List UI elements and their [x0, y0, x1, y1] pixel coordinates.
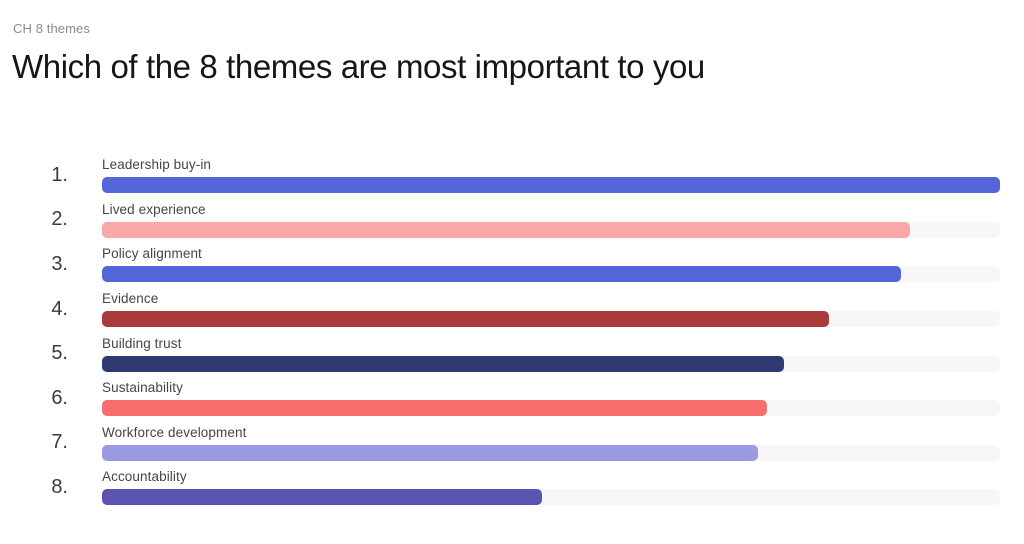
- rank-number: 5.: [51, 342, 68, 365]
- bar-label: Policy alignment: [102, 246, 202, 262]
- rank-number: 2.: [51, 208, 68, 231]
- bar-track: [102, 355, 1000, 372]
- bar-track: [102, 444, 1000, 461]
- ranking-row-content: Sustainability: [102, 380, 1000, 417]
- bar-track: [102, 489, 1000, 506]
- bar-label: Sustainability: [102, 380, 183, 396]
- bar-label: Building trust: [102, 335, 182, 351]
- rank-number: 3.: [51, 252, 68, 275]
- ranking-chart: 1. Leadership buy-in 2. Lived experience…: [0, 153, 1000, 510]
- ranking-row-content: Policy alignment: [102, 246, 1000, 283]
- bar-label: Leadership buy-in: [102, 157, 212, 173]
- bar-fill: [102, 221, 911, 238]
- bar-fill: [102, 444, 758, 461]
- rank-number: 6.: [51, 386, 68, 409]
- bar-label: Lived experience: [102, 201, 206, 217]
- ranking-row: 2. Lived experience: [0, 198, 1000, 243]
- ranking-row: 4. Evidence: [0, 287, 1000, 332]
- bar-track: [102, 177, 1000, 194]
- bar-fill: [102, 177, 1000, 194]
- bar-fill: [102, 489, 543, 506]
- ranking-row-content: Evidence: [102, 291, 1000, 328]
- ranking-row-content: Building trust: [102, 336, 1000, 372]
- ranking-row-content: Leadership buy-in: [102, 157, 1000, 194]
- ranking-row-content: Accountability: [102, 469, 1000, 506]
- bar-label: Evidence: [102, 291, 159, 307]
- bar-track: [102, 221, 1000, 238]
- bar-fill: [102, 266, 902, 283]
- bar-label: Workforce development: [102, 424, 247, 440]
- ranking-row: 6. Sustainability: [0, 376, 1000, 421]
- ranking-row-content: Workforce development: [102, 425, 1000, 461]
- rank-number: 7.: [51, 431, 68, 454]
- rank-number: 4.: [51, 297, 68, 320]
- ranking-row: 1. Leadership buy-in: [0, 153, 1000, 198]
- bar-fill: [102, 400, 767, 417]
- bar-fill: [102, 355, 785, 372]
- rank-number: 8.: [51, 475, 68, 498]
- bar-label: Accountability: [102, 469, 187, 485]
- page-title: Which of the 8 themes are most important…: [12, 48, 705, 85]
- ranking-row: 5. Building trust: [0, 331, 1000, 376]
- ranking-row: 3. Policy alignment: [0, 242, 1000, 287]
- ranking-row: 7. Workforce development: [0, 421, 1000, 466]
- ranking-row-content: Lived experience: [102, 202, 1000, 238]
- bar-track: [102, 400, 1000, 417]
- bar-track: [102, 311, 1000, 328]
- deck-label: CH 8 themes: [13, 21, 90, 36]
- bar-fill: [102, 311, 830, 328]
- ranking-row: 8. Accountability: [0, 465, 1000, 510]
- rank-number: 1.: [51, 163, 68, 186]
- bar-track: [102, 266, 1000, 283]
